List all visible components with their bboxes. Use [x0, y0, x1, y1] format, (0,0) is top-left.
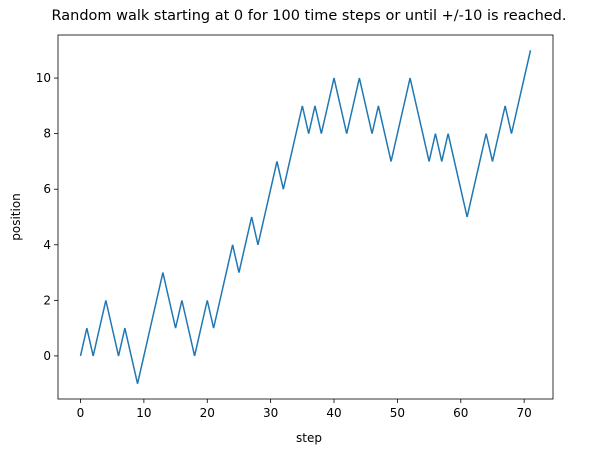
- y-axis-label: position: [9, 193, 23, 241]
- x-tick-label: 70: [517, 406, 532, 420]
- y-tick-label: 10: [36, 71, 51, 85]
- x-tick-label: 30: [263, 406, 278, 420]
- series-line: [79, 50, 532, 384]
- x-tick-label: 10: [136, 406, 151, 420]
- x-tick-label: 50: [390, 406, 405, 420]
- y-tick-label: 4: [43, 238, 51, 252]
- x-tick-label: 0: [77, 406, 85, 420]
- axes-frame: [57, 34, 554, 400]
- x-axis-label: step: [296, 431, 322, 445]
- chart-title: Random walk starting at 0 for 100 time s…: [51, 8, 566, 24]
- x-tick-label: 40: [326, 406, 341, 420]
- y-tick-label: 0: [43, 349, 51, 363]
- y-tick-label: 8: [43, 127, 51, 141]
- y-tick-label: 6: [43, 182, 51, 196]
- x-tick-label: 60: [453, 406, 468, 420]
- x-tick-label: 20: [200, 406, 215, 420]
- y-tick-label: 2: [43, 293, 51, 307]
